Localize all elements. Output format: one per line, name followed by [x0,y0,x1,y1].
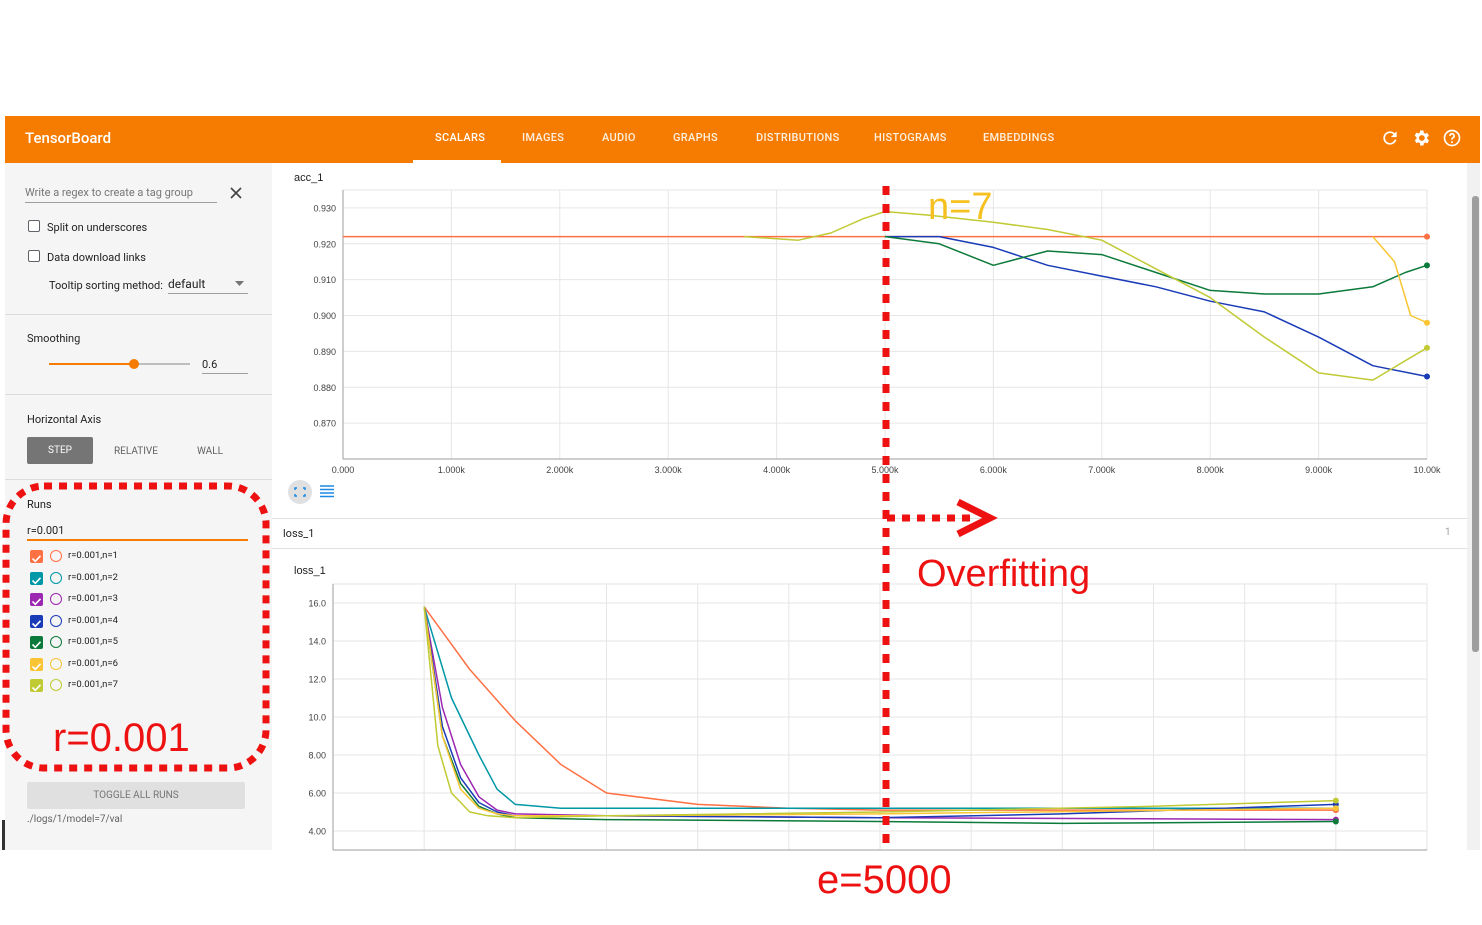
help-icon[interactable] [1442,128,1462,148]
run-item[interactable]: r=0.001,n=2 [5,569,272,589]
runs-filter-input[interactable]: r=0.001 [27,524,65,537]
download-links-label: Data download links [47,251,146,264]
run-checkbox[interactable] [30,614,43,628]
run-checkbox[interactable] [30,657,43,671]
top-app-bar: TensorBoard SCALARS IMAGES AUDIO GRAPHS … [5,116,1480,163]
app-title: TensorBoard [25,129,112,147]
regex-input[interactable]: Write a regex to create a tag group [25,186,193,199]
split-underscores-label: Split on underscores [47,221,148,234]
run-checkbox[interactable] [30,679,43,692]
run-color-radio[interactable] [50,636,62,648]
smoothing-slider-fill [49,363,134,365]
select-underline [168,293,248,294]
check-icon [31,555,42,563]
loss-group-count: 1 [1445,527,1451,538]
r-annotation: r=0.001 [53,716,190,760]
run-label: r=0.001,n=6 [68,657,118,669]
split-underscores-checkbox[interactable] [28,220,40,232]
tab-distributions[interactable]: DISTRIBUTIONS [756,131,840,144]
run-checkbox[interactable] [30,593,43,606]
check-icon [31,576,42,584]
regex-input-underline [25,202,217,203]
smoothing-value-underline [202,373,248,374]
run-item[interactable]: r=0.001,n=1 [5,547,272,567]
step-button-label: STEP [48,445,72,456]
run-checkbox[interactable] [30,636,43,649]
tooltip-sorting-label: Tooltip sorting method: [49,279,163,292]
divider [5,479,272,480]
divider [5,314,272,315]
tab-embeddings[interactable]: EMBEDDINGS [983,131,1055,144]
scrollbar-thumb[interactable] [1472,196,1479,652]
run-item[interactable]: r=0.001,n=7 [5,676,272,696]
loss-group-label[interactable]: loss_1 [283,527,315,540]
data-table-icon[interactable] [319,484,335,498]
tab-audio[interactable]: AUDIO [602,131,636,144]
active-tab-indicator [413,160,501,163]
acc-card [272,163,1467,513]
run-color-radio[interactable] [50,550,62,562]
run-label: r=0.001,n=7 [68,679,118,690]
download-links-checkbox[interactable] [28,250,40,262]
run-color-radio[interactable] [50,679,62,691]
n7-annotation: n=7 [928,186,993,228]
smoothing-value[interactable]: 0.6 [202,358,218,371]
divider [5,394,272,395]
left-edge-bar [2,820,5,850]
run-item[interactable]: r=0.001,n=5 [5,633,272,653]
run-label: r=0.001,n=4 [68,614,118,626]
tab-scalars[interactable]: SCALARS [435,131,486,144]
check-icon [31,598,42,606]
tooltip-sorting-select[interactable]: default [168,277,206,291]
run-label: r=0.001,n=1 [68,550,118,561]
gear-icon[interactable] [1411,128,1431,148]
run-item[interactable]: r=0.001,n=3 [5,590,272,610]
divider [272,518,1467,519]
run-item[interactable]: r=0.001,n=6 [5,655,272,675]
divider [272,548,1467,549]
runs-label: Runs [27,498,52,511]
run-item[interactable]: r=0.001,n=4 [5,612,272,632]
tab-histograms[interactable]: HISTOGRAMS [874,131,947,144]
relative-button[interactable]: RELATIVE [114,446,158,457]
run-list: r=0.001,n=1 r=0.001,n=2 r=0.001,n=3 r=0.001… [5,547,272,697]
check-icon [31,662,42,670]
main-content: loss_1 1 [272,163,1467,850]
log-path: ./logs/1/model=7/val [27,814,123,825]
smoothing-label: Smoothing [27,332,81,345]
run-label: r=0.001,n=2 [68,571,118,583]
tab-graphs[interactable]: GRAPHS [673,131,718,144]
close-icon[interactable] [229,186,243,200]
e-annotation: e=5000 [817,858,952,902]
run-label: r=0.001,n=3 [68,593,118,604]
run-color-radio[interactable] [50,571,62,584]
run-color-radio[interactable] [50,657,62,670]
toggle-all-runs-button[interactable]: TOGGLE ALL RUNS [27,782,245,809]
check-icon [31,641,42,649]
chevron-down-icon[interactable] [235,281,244,287]
check-icon [31,619,42,627]
run-color-radio[interactable] [50,614,62,627]
toggle-all-runs-label: TOGGLE ALL RUNS [93,790,179,801]
runs-filter-underline [27,539,248,541]
refresh-icon[interactable] [1380,128,1400,148]
smoothing-slider-knob[interactable] [128,359,139,369]
tab-images[interactable]: IMAGES [522,131,565,144]
run-color-radio[interactable] [50,593,62,605]
run-checkbox[interactable] [30,550,43,563]
wall-button[interactable]: WALL [197,446,223,457]
fit-domain-icon[interactable] [287,480,313,504]
overfitting-annotation: Overfitting [917,553,1091,595]
run-label: r=0.001,n=5 [68,636,118,647]
check-icon [31,684,42,692]
horizontal-axis-label: Horizontal Axis [27,413,102,426]
run-checkbox[interactable] [30,571,43,585]
step-button[interactable]: STEP [27,437,93,464]
